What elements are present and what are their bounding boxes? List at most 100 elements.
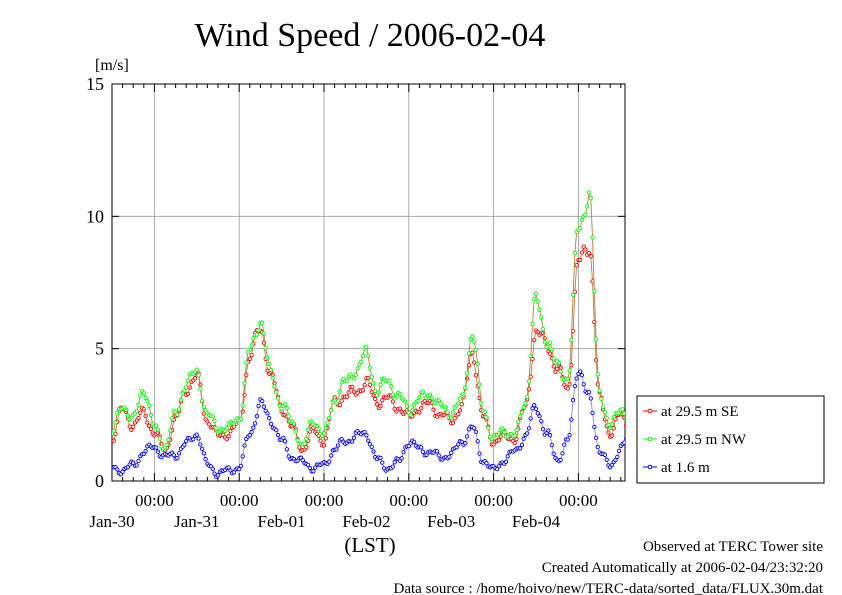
series-0-point [651,300,654,303]
series-1-point [358,359,364,365]
series-0-point [323,436,328,441]
series-1-point [572,251,578,256]
series-1-point [286,413,291,419]
series-2-point [364,433,369,438]
series-1-point [644,339,647,342]
series-0-point [567,382,572,387]
series-1-point [339,380,344,385]
series-1-point [466,351,472,356]
series-1-point [443,405,449,410]
series-2-point [472,425,477,431]
series-2-point [240,454,245,459]
x-time-label-3: 00:00 [389,491,428,510]
series-0-point [579,250,585,255]
series-0-point [249,352,254,358]
series-0-point [574,263,579,268]
series-0-point [344,394,350,399]
legend-items: at 29.5 m SE at 29.5 m NW at 1.6 m [643,404,747,476]
series-1-point [479,401,484,406]
series-2-point [562,442,567,447]
series-2-point [616,448,622,454]
series-1-point [240,403,245,408]
series-1-point [526,379,532,384]
series-0-point [555,366,560,372]
series-2-point [120,469,125,474]
series-0-point [148,426,154,432]
series-0-point [143,413,148,419]
series-0-point [628,429,631,432]
series-1-point [366,353,371,358]
series-2-point [380,460,385,465]
series-2-point [546,428,551,433]
series-0-point [390,399,396,404]
series-2-point [464,434,470,439]
series-0-point [656,344,659,347]
series-2-point [630,432,633,435]
series-1-point [295,438,300,443]
series-1-point [525,394,530,399]
series-1-point [251,336,256,341]
series-1-point [129,415,134,420]
series-2-point [574,376,579,381]
series-1-point [588,195,593,201]
grid-layer [112,84,625,481]
series-1-point [533,291,539,296]
series-1-point [141,391,146,396]
series-1-point [595,372,600,377]
series-1-point [360,353,366,359]
series-2-point [274,427,279,433]
series-1-point [517,414,523,419]
series-1-point [112,428,116,434]
series-1-point [482,409,487,414]
series-1-point [556,360,562,366]
series-1-point [653,259,656,262]
series-2-point [519,442,525,448]
series-1-point [212,418,217,424]
series-0-point [431,407,436,412]
series-2-point [328,453,334,458]
series-0-point [457,408,463,413]
series-0-point [532,337,537,343]
series-2-point [569,417,574,422]
series-1-point [578,225,583,231]
series-0-point [145,420,150,425]
series-2-point [242,443,247,448]
series-2 [112,369,633,479]
series-1-point [590,235,595,240]
legend-label-0: at 29.5 m SE [661,404,739,420]
series-2-point [203,457,208,462]
series-0-point [350,384,355,390]
x-time-label-1: 00:00 [220,491,259,510]
series-2-point [399,456,404,461]
series-2-point [171,452,176,458]
series-2-point [604,457,609,462]
x-time-label-2: 00:00 [305,491,344,510]
series-1-point [316,426,321,431]
series-1-point [457,396,463,401]
series-0-point [470,350,475,355]
series-2-point [581,382,586,387]
series-2-point [436,453,441,458]
series-1-point [456,401,461,406]
series-2-point [484,461,489,466]
series-1-point [417,395,422,400]
series-2-point [420,449,426,454]
series-2-point [533,406,539,411]
x-date-label-0: Jan-30 [89,512,134,531]
series-1-point [199,398,205,403]
series-0-point [318,438,323,443]
series-0-point [639,382,642,385]
series-2-point [628,428,631,431]
series-1-point [373,388,378,393]
series-1-point [270,376,275,381]
series-1-point [602,409,608,415]
series-line-0 [112,245,625,452]
series-1-point [484,415,489,420]
series-1-point [658,367,661,370]
series-0-point [472,360,477,365]
series-0-point [586,250,592,256]
series-0-point [366,375,371,381]
series-2-point [521,436,526,441]
series-0-point [141,406,146,412]
series-2-point [570,398,576,403]
